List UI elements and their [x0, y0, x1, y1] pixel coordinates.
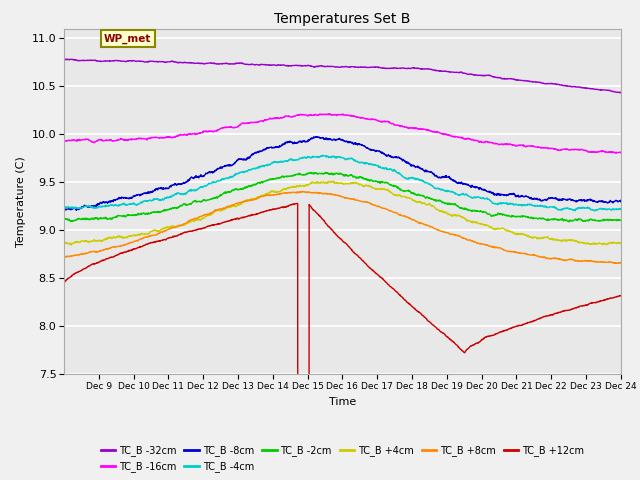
TC_B +8cm: [582, 258, 589, 264]
TC_B -8cm: [617, 199, 625, 204]
Line: TC_B -2cm: TC_B -2cm: [64, 172, 621, 222]
TC_B -8cm: [60, 206, 68, 212]
TC_B -8cm: [160, 186, 168, 192]
TC_B -8cm: [312, 133, 319, 139]
TC_B -4cm: [346, 156, 353, 161]
TC_B -32cm: [312, 64, 320, 70]
TC_B -4cm: [60, 204, 68, 210]
Text: WP_met: WP_met: [104, 33, 152, 44]
TC_B +4cm: [582, 240, 589, 246]
TC_B -2cm: [565, 219, 573, 225]
TC_B -16cm: [444, 132, 452, 138]
TC_B +12cm: [617, 293, 625, 299]
TC_B -2cm: [617, 217, 625, 223]
TC_B +12cm: [160, 237, 168, 242]
TC_B -16cm: [612, 150, 620, 156]
TC_B -8cm: [582, 198, 589, 204]
TC_B +12cm: [346, 244, 353, 250]
TC_B +4cm: [346, 181, 353, 187]
TC_B -16cm: [312, 112, 319, 118]
TC_B -16cm: [582, 147, 589, 153]
Line: TC_B -16cm: TC_B -16cm: [64, 114, 621, 153]
TC_B -4cm: [444, 188, 452, 193]
TC_B -8cm: [312, 134, 320, 140]
TC_B -32cm: [60, 57, 68, 62]
Y-axis label: Temperature (C): Temperature (C): [16, 156, 26, 247]
TC_B -16cm: [326, 111, 333, 117]
TC_B -4cm: [319, 152, 326, 158]
Line: TC_B +4cm: TC_B +4cm: [64, 181, 621, 245]
TC_B -32cm: [616, 90, 623, 96]
TC_B -32cm: [71, 57, 79, 62]
TC_B +8cm: [346, 195, 353, 201]
TC_B -2cm: [346, 173, 353, 179]
TC_B +12cm: [70, 271, 78, 277]
TC_B +12cm: [60, 280, 68, 286]
TC_B -2cm: [312, 170, 320, 176]
Legend: TC_B -32cm, TC_B -16cm, TC_B -8cm, TC_B -4cm, TC_B -2cm, TC_B +4cm, TC_B +8cm, T: TC_B -32cm, TC_B -16cm, TC_B -8cm, TC_B …: [97, 442, 588, 476]
TC_B +12cm: [312, 210, 320, 216]
TC_B -16cm: [70, 137, 78, 143]
TC_B -8cm: [346, 139, 353, 144]
TC_B +4cm: [312, 180, 320, 186]
TC_B +8cm: [312, 190, 320, 195]
X-axis label: Time: Time: [329, 396, 356, 407]
TC_B +8cm: [444, 230, 452, 236]
TC_B +8cm: [70, 252, 78, 258]
TC_B -2cm: [582, 218, 589, 224]
TC_B -4cm: [591, 208, 598, 214]
TC_B -4cm: [582, 205, 589, 211]
TC_B -32cm: [582, 85, 589, 91]
TC_B +4cm: [71, 240, 79, 245]
TC_B -32cm: [444, 69, 452, 74]
Line: TC_B -8cm: TC_B -8cm: [64, 136, 621, 210]
TC_B -2cm: [70, 217, 78, 223]
TC_B -16cm: [346, 113, 353, 119]
TC_B -8cm: [72, 207, 80, 213]
Title: Temperatures Set B: Temperatures Set B: [274, 12, 411, 26]
TC_B -32cm: [346, 64, 353, 70]
TC_B -16cm: [160, 135, 168, 141]
TC_B -32cm: [160, 59, 168, 65]
TC_B -4cm: [617, 206, 625, 212]
Line: TC_B -32cm: TC_B -32cm: [64, 59, 621, 93]
TC_B +8cm: [617, 260, 625, 266]
TC_B -8cm: [70, 205, 78, 211]
TC_B -32cm: [617, 90, 625, 96]
TC_B -2cm: [307, 169, 314, 175]
TC_B -16cm: [60, 138, 68, 144]
TC_B -4cm: [70, 204, 78, 210]
TC_B +8cm: [611, 261, 619, 266]
TC_B +8cm: [160, 228, 168, 234]
TC_B -32cm: [62, 56, 70, 62]
TC_B +4cm: [67, 242, 75, 248]
TC_B -4cm: [160, 197, 168, 203]
Line: TC_B +12cm: TC_B +12cm: [64, 204, 621, 480]
TC_B -2cm: [60, 217, 68, 223]
TC_B +12cm: [445, 335, 452, 341]
Line: TC_B -4cm: TC_B -4cm: [64, 155, 621, 211]
TC_B +4cm: [60, 240, 68, 245]
TC_B +4cm: [328, 178, 336, 184]
TC_B -16cm: [617, 150, 625, 156]
TC_B +4cm: [160, 226, 168, 232]
TC_B -2cm: [160, 207, 168, 213]
TC_B +12cm: [582, 302, 589, 308]
TC_B +8cm: [60, 254, 68, 260]
TC_B -4cm: [312, 154, 319, 160]
TC_B +8cm: [298, 189, 306, 194]
TC_B +4cm: [617, 240, 625, 246]
TC_B +4cm: [445, 212, 452, 217]
TC_B -8cm: [445, 174, 452, 180]
TC_B -2cm: [444, 201, 452, 207]
TC_B +12cm: [294, 201, 301, 206]
Line: TC_B +8cm: TC_B +8cm: [64, 192, 621, 264]
